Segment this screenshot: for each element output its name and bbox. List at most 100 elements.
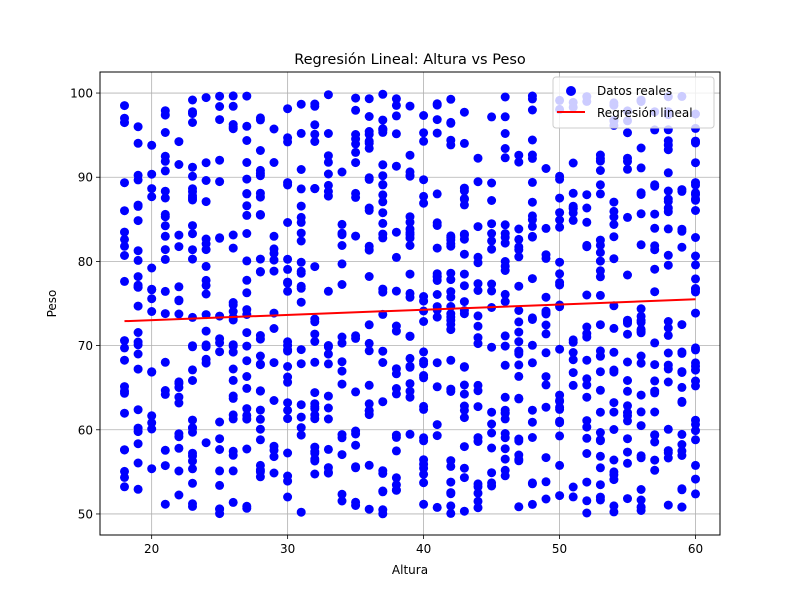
scatter-point — [378, 160, 388, 170]
scatter-point — [378, 208, 388, 218]
scatter-point — [487, 219, 497, 229]
scatter-point — [147, 418, 157, 428]
scatter-point — [459, 463, 469, 473]
scatter-point — [133, 246, 143, 256]
scatter-point — [364, 380, 374, 390]
scatter-point — [147, 284, 157, 294]
scatter-point — [459, 281, 469, 291]
scatter-point — [636, 506, 646, 515]
scatter-point — [283, 476, 293, 486]
scatter-point — [242, 444, 252, 454]
scatter-point — [269, 396, 279, 405]
scatter-point — [582, 477, 592, 487]
scatter-point — [609, 398, 619, 408]
scatter-point — [609, 206, 619, 216]
scatter-point — [255, 267, 265, 276]
scatter-point — [636, 351, 646, 361]
scatter-point — [514, 337, 524, 347]
scatter-point — [120, 336, 129, 346]
scatter-point — [215, 434, 225, 444]
scatter-point — [419, 306, 429, 316]
scatter-point — [650, 223, 660, 233]
scatter-point — [500, 454, 510, 464]
scatter-point — [323, 463, 333, 473]
scatter-point — [133, 328, 143, 337]
scatter-point — [351, 333, 361, 343]
scatter-point — [255, 414, 265, 424]
scatter-point — [623, 458, 632, 468]
scatter-point — [663, 250, 673, 260]
scatter-point — [242, 256, 252, 266]
scatter-point — [120, 251, 129, 260]
scatter-point — [405, 241, 415, 250]
scatter-point — [228, 91, 238, 101]
scatter-point — [269, 452, 279, 462]
scatter-point — [215, 466, 225, 476]
scatter-point — [609, 232, 619, 242]
scatter-point — [364, 346, 374, 356]
scatter-point — [160, 357, 170, 367]
scatter-point — [337, 332, 347, 342]
scatter-point — [255, 386, 265, 396]
scatter-point — [133, 484, 143, 494]
scatter-point — [310, 120, 320, 130]
chart-title: Regresión Lineal: Altura vs Peso — [294, 52, 526, 68]
scatter-point — [514, 349, 524, 359]
scatter-point — [323, 359, 333, 369]
scatter-point — [323, 187, 333, 196]
scatter-point — [188, 464, 197, 474]
scatter-point — [296, 257, 306, 267]
scatter-point — [242, 501, 252, 511]
scatter-point — [446, 309, 456, 319]
scatter-point — [691, 415, 700, 425]
scatter-point — [120, 466, 129, 476]
scatter-point — [487, 478, 497, 488]
scatter-point — [636, 453, 646, 463]
scatter-point — [133, 458, 143, 468]
scatter-point — [283, 492, 293, 502]
scatter-point — [487, 286, 497, 296]
scatter-point — [188, 107, 197, 117]
scatter-point — [215, 347, 225, 357]
scatter-point — [378, 468, 388, 478]
scatter-point — [514, 306, 524, 315]
scatter-point — [283, 337, 293, 347]
scatter-point — [228, 450, 238, 460]
scatter-point — [691, 136, 700, 146]
scatter-point — [609, 455, 619, 465]
scatter-point — [364, 205, 374, 215]
scatter-point — [677, 485, 687, 495]
scatter-point — [555, 460, 565, 470]
scatter-point — [378, 218, 388, 228]
scatter-point — [351, 134, 361, 144]
scatter-point — [541, 292, 551, 302]
scatter-point — [582, 190, 592, 200]
scatter-point — [459, 195, 469, 204]
scatter-point — [174, 137, 184, 147]
scatter-point — [419, 296, 429, 306]
scatter-point — [405, 331, 415, 341]
scatter-point — [500, 238, 510, 248]
scatter-point — [337, 450, 347, 460]
scatter-point — [677, 368, 687, 377]
scatter-point — [391, 94, 401, 104]
scatter-point — [595, 463, 605, 473]
scatter-point — [446, 275, 456, 285]
scatter-point — [459, 380, 469, 390]
scatter-point — [623, 315, 632, 325]
scatter-point — [568, 492, 578, 502]
scatter-point — [242, 158, 252, 167]
scatter-point — [391, 100, 401, 110]
scatter-point — [500, 92, 510, 102]
scatter-point — [691, 251, 700, 261]
scatter-point — [378, 127, 388, 137]
scatter-point — [595, 435, 605, 445]
scatter-point — [568, 188, 578, 198]
scatter-point — [473, 482, 483, 492]
scatter-point — [323, 169, 333, 179]
scatter-point — [582, 332, 592, 342]
scatter-point — [188, 415, 197, 425]
scatter-point — [623, 434, 632, 444]
scatter-point — [623, 386, 632, 396]
scatter-point — [446, 501, 456, 511]
